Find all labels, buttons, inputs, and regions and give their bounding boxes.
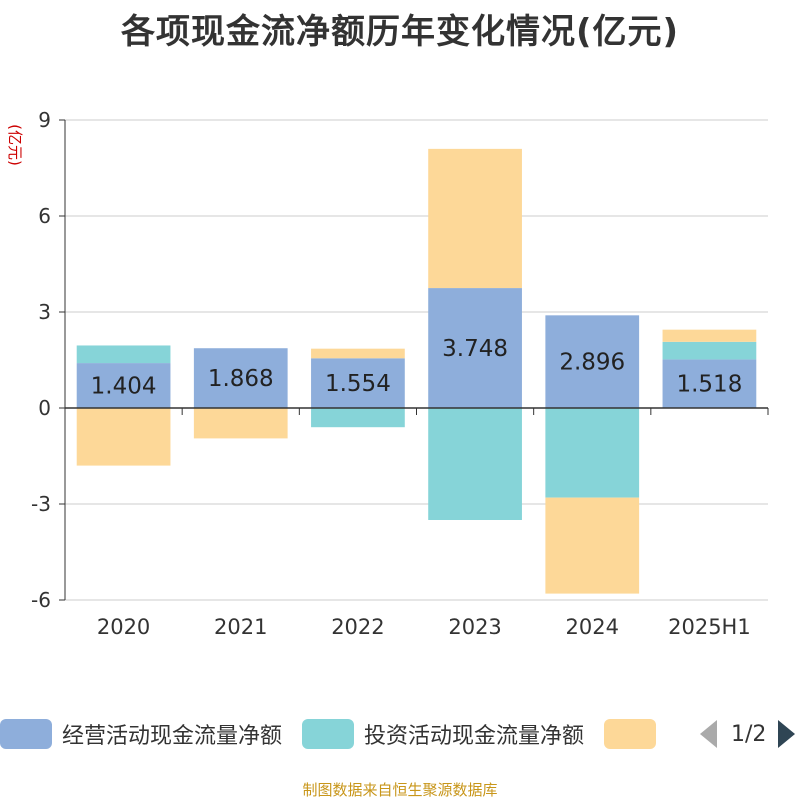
y-tick-label: -3 [31,492,51,516]
x-tick-label: 2022 [331,615,384,639]
legend-prev-icon[interactable] [700,720,717,748]
legend-swatch [0,719,52,749]
bar-series-1-2024[interactable] [545,315,640,408]
bar-series-3-2020[interactable] [76,408,171,466]
bar-series-2-2023[interactable] [428,408,522,520]
bar-series-2-2022[interactable] [311,408,405,428]
legend-label: 投资活动现金流量净额 [364,724,585,749]
bar-series-2-2020[interactable] [76,345,171,364]
y-tick-label: 6 [38,204,51,228]
bar-series-1-2025H1[interactable] [662,359,757,408]
x-tick-label: 2020 [97,615,150,639]
legend-label: 经营活动现金流量净额 [62,724,283,749]
data-label: 1.404 [91,374,157,400]
y-tick-label: 9 [38,108,51,132]
y-axis-label: (亿元) [6,124,24,166]
legend: 经营活动现金流量净额 投资活动现金流量净额 [0,716,800,752]
bar-series-3-2021[interactable] [193,408,288,439]
y-tick-label: 3 [38,300,51,324]
bar-series-2-2025H1[interactable] [662,341,757,360]
bar-series-3-2022[interactable] [311,348,405,359]
x-tick-label: 2025H1 [668,615,751,639]
legend-item-1[interactable]: 经营活动现金流量净额 [0,718,282,750]
bar-series-1-2020[interactable] [76,363,171,408]
legend-next-icon[interactable] [778,720,796,748]
x-tick-label: 2021 [214,615,267,639]
bar-series-2-2024[interactable] [545,408,640,498]
bar-series-1-2022[interactable] [311,358,405,408]
data-label: 1.868 [208,366,274,392]
legend-item-3[interactable] [604,719,666,749]
legend-item-2[interactable]: 投资活动现金流量净额 [302,718,584,750]
data-label: 1.518 [676,372,742,398]
legend-swatch [302,719,355,749]
data-label: 3.748 [442,336,508,362]
x-tick-label: 2024 [566,615,619,639]
legend-page-indicator: 1/2 [731,721,767,747]
source-note: 制图数据来自恒生聚源数据库 [302,781,498,799]
chart-title: 各项现金流净额历年变化情况(亿元) [120,12,680,52]
data-label: 2.896 [559,350,625,376]
y-tick-label: 0 [38,396,51,420]
bar-series-3-2024[interactable] [545,497,640,594]
bar-series-3-2025H1[interactable] [662,329,757,342]
data-label: 1.554 [325,371,391,397]
legend-pager: 1/2 [700,716,800,752]
y-tick-label: -6 [31,588,51,612]
bar-series-1-2023[interactable] [428,288,522,408]
legend-swatch [604,719,657,749]
x-tick-label: 2023 [448,615,501,639]
bar-series-3-2023[interactable] [428,148,522,289]
bar-series-1-2021[interactable] [193,348,288,408]
